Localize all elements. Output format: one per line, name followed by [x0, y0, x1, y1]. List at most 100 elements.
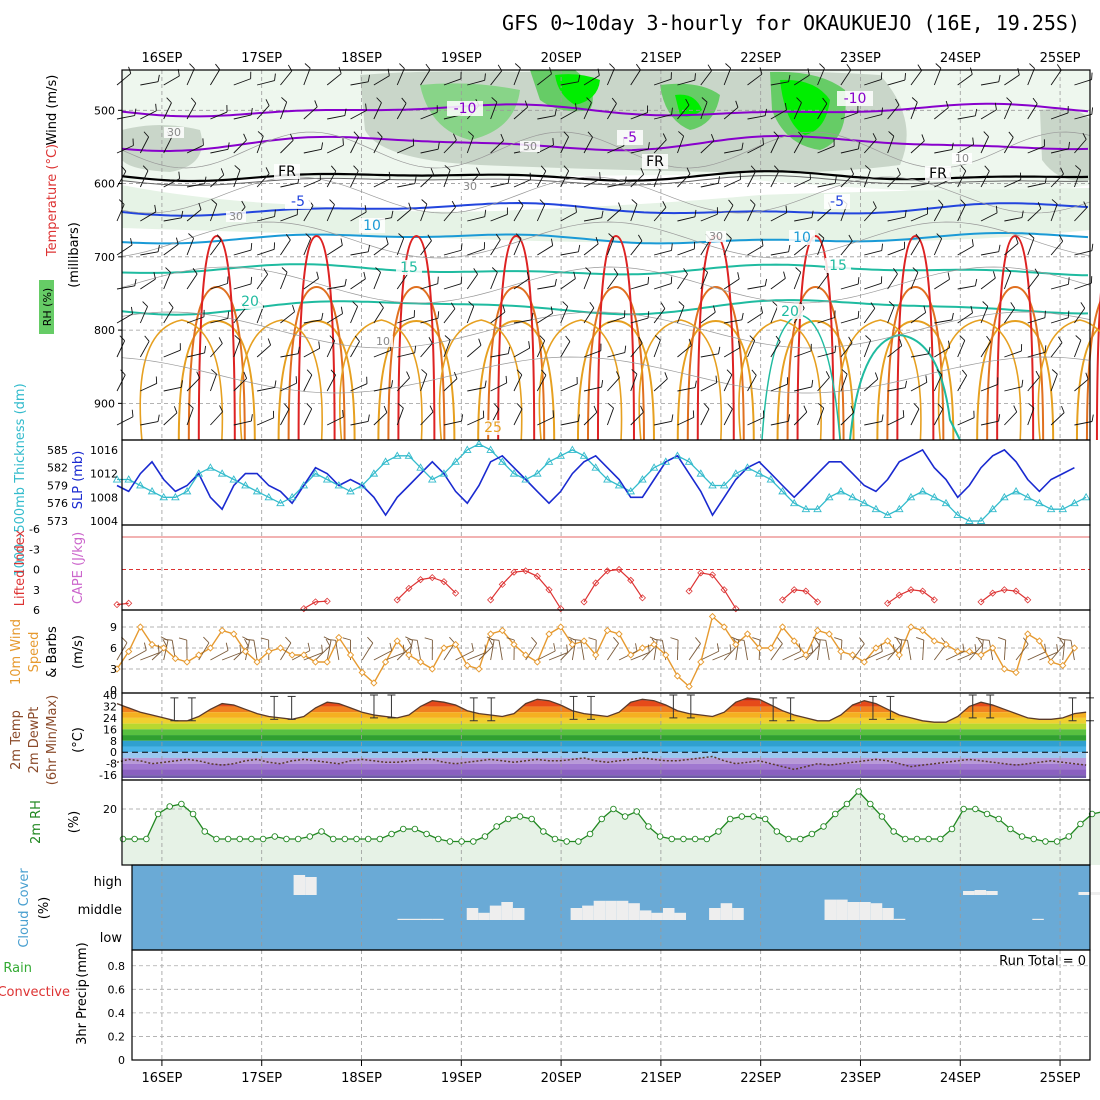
- bottom-date-label: 17SEP: [241, 1071, 282, 1086]
- convective-contour: [876, 319, 955, 441]
- lifted-index-line: [396, 576, 457, 601]
- wind-barb: [256, 248, 275, 256]
- surface-wind-barb-flag: [777, 637, 783, 644]
- wind-barb-flag: [1017, 68, 1020, 76]
- wind-barb-flag: [495, 233, 501, 241]
- rh-marker: [399, 825, 407, 833]
- thickness-marker: [603, 475, 612, 483]
- wind-barb: [1027, 351, 1046, 358]
- wind-speed-marker: [895, 651, 903, 659]
- wind-barb: [1074, 113, 1092, 120]
- wind-barb: [863, 308, 876, 324]
- wind-barb-flag: [484, 209, 487, 217]
- surface-wind-barb-flag: [811, 644, 814, 653]
- wind-barb: [980, 251, 999, 256]
- wind-barb: [887, 306, 895, 324]
- wind-speed-marker: [942, 640, 950, 649]
- contour-label: 10: [955, 152, 969, 165]
- surface-wind-barb-flag: [736, 639, 745, 641]
- wind-barb: [1074, 307, 1086, 324]
- surface-wind-barb-flag: [654, 639, 663, 641]
- wind-barb: [536, 374, 547, 392]
- surface-wind-barb: [1050, 644, 1065, 661]
- wind-barb: [700, 213, 718, 222]
- top-date-label: 24SEP: [940, 51, 981, 66]
- wind-barb-flag: [1006, 97, 1012, 103]
- wind-speed-marker: [580, 637, 588, 645]
- wind-barb-flag: [1085, 372, 1089, 380]
- wind-barb: [396, 68, 405, 86]
- wind-barb-flag: [528, 341, 531, 349]
- wind-barb: [116, 374, 126, 392]
- wind-barb-flag: [624, 345, 627, 353]
- wind-barb: [630, 283, 649, 290]
- wind-barb-flag: [430, 168, 435, 175]
- wind-barb-flag: [484, 73, 486, 81]
- wind-barb-flag: [1028, 403, 1035, 409]
- wind-barb: [607, 316, 625, 324]
- wind-barb: [607, 377, 620, 392]
- contour-label-bg: [285, 194, 311, 209]
- wind-barb-flag: [316, 271, 319, 279]
- wind-barb-flag: [741, 312, 744, 320]
- wind-barb-flag: [961, 369, 968, 376]
- wind-barb: [1004, 386, 1022, 392]
- wind-barb-flag: [647, 311, 650, 319]
- contour-label: 20: [241, 294, 259, 310]
- precip-tick-label: 0.8: [108, 960, 126, 973]
- surface-wind-barb: [416, 640, 422, 661]
- wind-speed-marker: [346, 651, 355, 659]
- surface-wind-barb-flag: [1059, 637, 1065, 645]
- lifted-index-marker: [884, 599, 892, 607]
- wind-barb: [280, 382, 297, 392]
- rh-marker: [1053, 838, 1061, 845]
- bottom-date-label: 23SEP: [840, 1071, 881, 1086]
- wind-speed-marker: [627, 651, 635, 659]
- temp-contour-minus5: [121, 134, 1089, 152]
- wind-barb: [700, 182, 719, 188]
- surface-wind-barb: [1003, 640, 1007, 661]
- wind-barb: [724, 319, 742, 324]
- wind-barb-flag: [761, 238, 764, 246]
- wind-barb: [1050, 173, 1064, 188]
- convective-contour: [676, 319, 755, 441]
- wind-barb: [140, 81, 159, 86]
- wind-barb-flag: [157, 414, 160, 422]
- wind-speed-marker: [977, 651, 985, 659]
- rh-marker: [948, 825, 956, 833]
- thickness-marker: [1023, 492, 1033, 501]
- wind-barb: [840, 148, 859, 154]
- surface-wind-barb-flag: [342, 637, 351, 641]
- convective-contour: [776, 319, 855, 441]
- lifted-tick-label: 0: [33, 564, 40, 577]
- wind-barb: [420, 111, 438, 120]
- wind-barb: [163, 272, 171, 290]
- lifted-index-marker: [592, 579, 600, 587]
- wind-barb: [747, 144, 764, 154]
- rh-marker: [575, 838, 582, 845]
- surface-wind-barb: [957, 651, 977, 661]
- wind-barb-flag: [635, 63, 641, 71]
- wind-barb: [560, 81, 579, 86]
- wind-barb: [467, 216, 485, 222]
- wind-barb-flag: [618, 202, 622, 210]
- surface-wind-barb: [782, 650, 801, 661]
- wind-barb-flag: [364, 205, 367, 213]
- wind-barb-flag: [825, 371, 830, 378]
- wind-barb: [653, 339, 661, 358]
- wind-barb: [910, 182, 929, 188]
- rh-marker: [329, 835, 337, 843]
- wind-speed-marker: [883, 637, 892, 645]
- wind-barb: [1074, 79, 1092, 86]
- wind-barb-flag: [788, 74, 791, 82]
- surface-wind-barb-flag: [729, 644, 732, 653]
- rh-marker: [166, 803, 173, 810]
- wind-barb-flag: [751, 369, 757, 376]
- wind-barb: [303, 179, 321, 188]
- wind-barb: [397, 183, 415, 188]
- bottom-date-label: 25SEP: [1040, 1071, 1081, 1086]
- wind-barb-flag: [539, 199, 546, 205]
- contour-label-bg: [520, 141, 540, 152]
- wind-barb: [210, 318, 228, 324]
- wind-barb-flag: [857, 310, 860, 318]
